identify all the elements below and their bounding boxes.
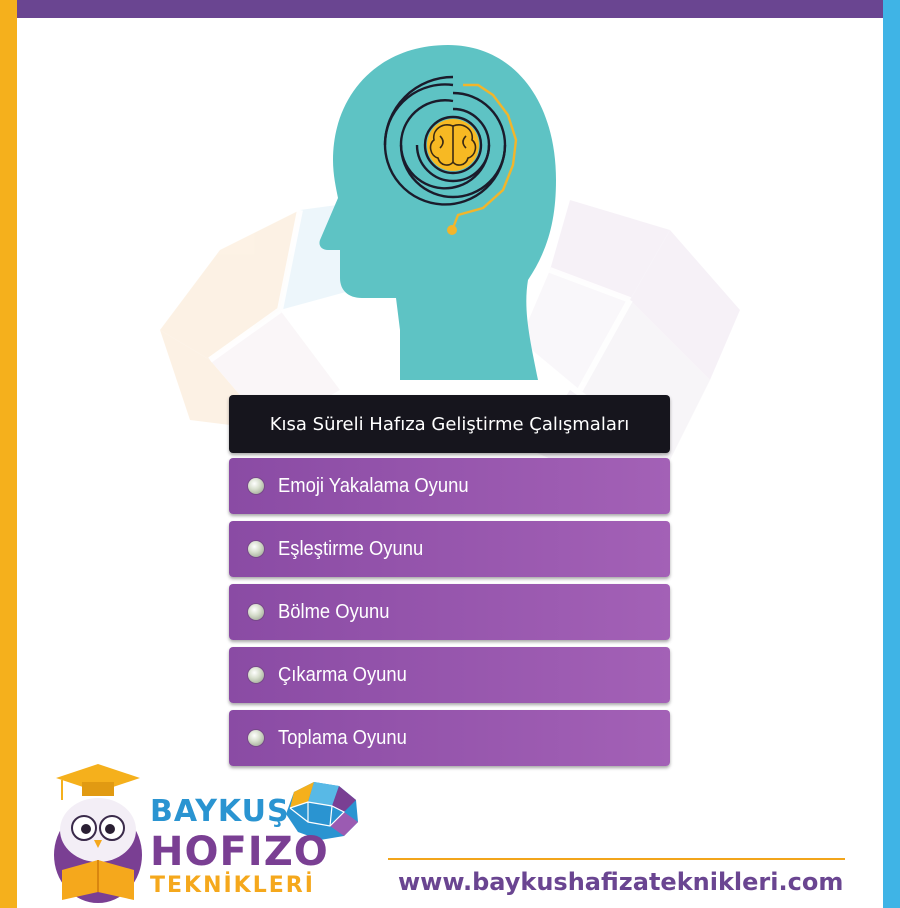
game-item-label: Emoji Yakalama Oyunu [278, 474, 469, 497]
bullet-icon [248, 541, 264, 557]
website-link[interactable]: www.baykushafizateknikleri.com [398, 868, 844, 896]
bullet-icon [248, 667, 264, 683]
bullet-icon [248, 730, 264, 746]
section-title-text: Kısa Süreli Hafıza Geliştirme Çalışmalar… [269, 413, 630, 435]
head-brain-maze-icon [319, 45, 556, 380]
left-border [0, 0, 17, 908]
game-item-label: Bölme Oyunu [278, 600, 390, 623]
owl-mascot-icon [54, 764, 358, 903]
game-item-bolme[interactable]: Bölme Oyunu [229, 584, 670, 640]
game-item-eslestirme[interactable]: Eşleştirme Oyunu [229, 521, 670, 577]
bullet-icon [248, 604, 264, 620]
game-item-emoji-yakalama[interactable]: Emoji Yakalama Oyunu [229, 458, 670, 514]
top-border [0, 0, 883, 18]
right-border [883, 0, 900, 908]
bullet-icon [248, 478, 264, 494]
game-item-toplama[interactable]: Toplama Oyunu [229, 710, 670, 766]
logo-text-hafiza: HOFIZO [150, 829, 329, 875]
game-item-label: Çıkarma Oyunu [278, 663, 407, 686]
logo-text-baykus: BAYKUŞ [150, 794, 290, 829]
section-title: Kısa Süreli Hafıza Geliştirme Çalışmalar… [229, 395, 670, 453]
footer-divider [388, 858, 845, 860]
logo-text-teknikleri: TEKNİKLERİ [150, 873, 315, 898]
game-item-label: Eşleştirme Oyunu [278, 537, 424, 560]
game-item-cikarma[interactable]: Çıkarma Oyunu [229, 647, 670, 703]
game-item-label: Toplama Oyunu [278, 726, 407, 749]
